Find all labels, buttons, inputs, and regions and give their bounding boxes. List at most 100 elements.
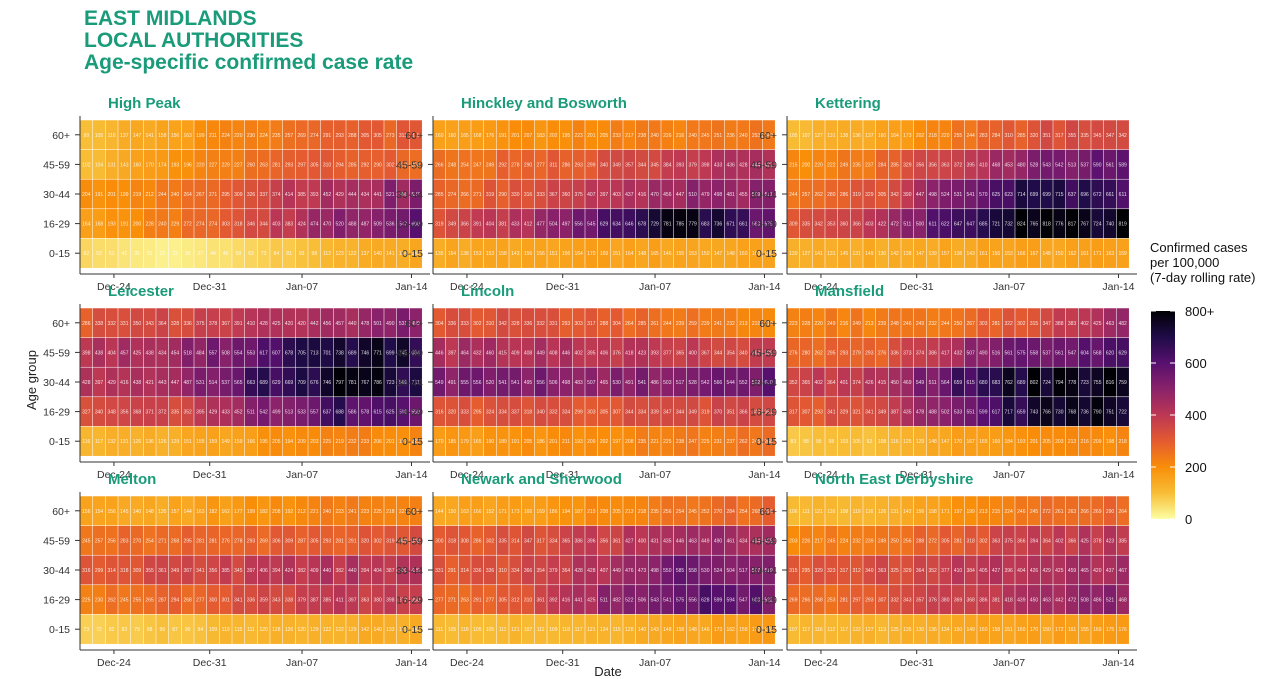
x-tick-label: Dec-24	[450, 281, 484, 293]
cell-value: 117	[95, 439, 103, 445]
cell-value: 689	[1017, 380, 1026, 386]
cell-value: 281	[196, 538, 205, 544]
cell-value: 484	[196, 350, 205, 356]
cell-value: 73	[261, 251, 267, 257]
cell-value: 104	[95, 162, 104, 168]
cell-value: 205	[524, 439, 533, 445]
cell-value: 150	[448, 509, 457, 515]
cell-value: 555	[460, 380, 469, 386]
cell-value: 244	[158, 192, 167, 198]
cell-value: 157	[171, 509, 180, 515]
cell-value: 215	[992, 509, 1001, 515]
cell-value: 334	[511, 568, 520, 574]
cell-value: 208	[600, 509, 609, 515]
cell-value: 372	[158, 410, 167, 416]
cell-value: 319	[486, 192, 495, 198]
cell-value: 256	[903, 538, 912, 544]
cell-value: 72	[96, 627, 102, 633]
cell-value: 396	[587, 538, 596, 544]
cell-value: 520	[335, 222, 344, 228]
cell-value: 683	[992, 380, 1001, 386]
cell-value: 290	[373, 162, 382, 168]
cell-value: 721	[992, 222, 1001, 228]
cell-value: 166	[524, 509, 533, 515]
cell-value: 169	[536, 509, 545, 515]
y-tick-label: 30-44	[750, 377, 777, 389]
cell-value: 125	[903, 439, 912, 445]
cell-value: 628	[701, 598, 710, 604]
cell-value: 685	[979, 222, 988, 228]
cell-value: 184	[1004, 439, 1013, 445]
cell-value: 367	[221, 321, 230, 327]
cell-value: 219	[133, 192, 142, 198]
cell-value: 482	[1118, 321, 1127, 327]
cell-value: 818	[1042, 222, 1051, 228]
cell-value: 449	[701, 538, 710, 544]
cell-value: 296	[764, 509, 773, 515]
cell-value: 622	[941, 222, 950, 228]
cell-value: 372	[399, 598, 408, 604]
cell-value: 352	[789, 380, 798, 386]
cell-value: 318	[120, 568, 129, 574]
cell-value: 385	[297, 192, 306, 198]
cell-value: 225	[663, 439, 672, 445]
cell-value: 303	[587, 410, 596, 416]
cell-value: 163	[183, 133, 192, 139]
cell-value: 220	[234, 133, 243, 139]
cell-value: 566	[714, 380, 723, 386]
cell-value: 393	[650, 350, 659, 356]
cell-value: 599	[979, 410, 988, 416]
cell-value: 261	[1055, 509, 1064, 515]
cell-value: 464	[460, 350, 469, 356]
cell-value: 376	[928, 598, 937, 604]
cell-value: 454	[171, 350, 180, 356]
cell-value: 230	[95, 598, 104, 604]
cell-value: 364	[158, 321, 167, 327]
cell-value: 327	[82, 410, 91, 416]
cell-value: 382	[297, 568, 306, 574]
cell-value: 354	[726, 350, 735, 356]
cell-value: 148	[411, 251, 420, 257]
cell-value: 288	[600, 321, 609, 327]
cell-value: 384	[663, 162, 672, 168]
cell-value: 147	[714, 251, 723, 257]
cell-value: 198	[1106, 439, 1115, 445]
cell-value: 442	[310, 321, 319, 327]
cell-value: 499	[411, 321, 420, 327]
y-tick-label: 30-44	[43, 565, 70, 577]
cell-value: 211	[562, 439, 570, 445]
cell-value: 210	[764, 321, 773, 327]
cell-value: 158	[764, 251, 773, 257]
cell-value: 374	[916, 350, 925, 356]
cell-value: 345	[1093, 133, 1102, 139]
cell-value: 302	[979, 538, 988, 544]
y-tick-label: 16-29	[43, 595, 70, 607]
cell-value: 199	[966, 509, 975, 515]
cell-value: 730	[1055, 410, 1064, 416]
cell-value: 142	[411, 627, 420, 633]
cell-value: 219	[752, 321, 761, 327]
cell-value: 531	[399, 321, 408, 327]
cell-value: 249	[878, 538, 887, 544]
x-tick-label: Jan-07	[286, 281, 318, 293]
cell-value: 273	[399, 162, 408, 168]
cell-value: 156	[82, 509, 91, 515]
cell-value: 277	[536, 162, 545, 168]
cell-value: 410	[954, 568, 963, 574]
cell-value: 410	[979, 162, 988, 168]
y-tick-label: 0-15	[402, 248, 423, 260]
cell-value: 240	[158, 222, 167, 228]
cell-value: 35	[134, 251, 140, 257]
x-tick-label: Jan-14	[1102, 281, 1134, 293]
cell-value: 218	[1118, 439, 1127, 445]
cell-value: 473	[638, 568, 647, 574]
cell-value: 255	[954, 133, 963, 139]
cell-value: 397	[247, 568, 256, 574]
cell-value: 360	[562, 192, 571, 198]
cell-value: 439	[1017, 598, 1026, 604]
cell-value: 447	[171, 380, 180, 386]
cell-value: 148	[928, 439, 937, 445]
cell-value: 431	[650, 538, 659, 544]
cell-value: 90	[185, 627, 191, 633]
cell-value: 415	[498, 350, 507, 356]
